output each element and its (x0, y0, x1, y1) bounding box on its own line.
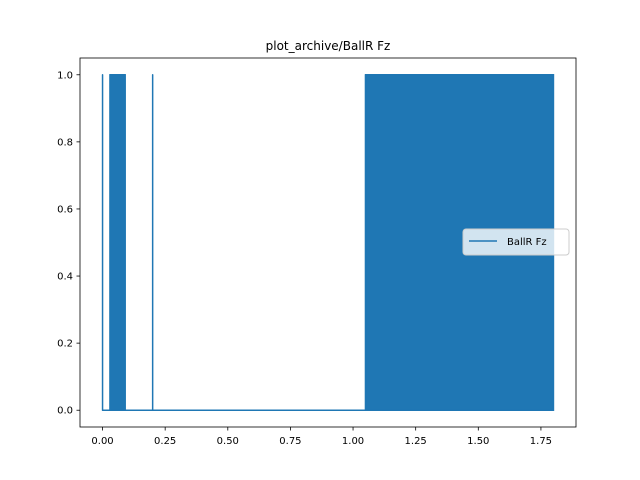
legend: BallR Fz (462, 228, 570, 256)
x-tick-label: 0.25 (154, 436, 176, 447)
axes: 0.00 0.25 0.50 0.75 1.00 1.25 1.50 1.75 0.0 0.2 0.… (57, 57, 577, 447)
legend-box (462, 228, 570, 256)
legend-label: BallR Fz (507, 237, 547, 248)
x-tick-label: 0.75 (279, 436, 301, 447)
y-tick-label: 0.0 (57, 406, 73, 417)
x-tick-label: 1.25 (405, 436, 427, 447)
y-tick-label: 0.6 (57, 204, 73, 215)
y-tick-label: 0.2 (57, 339, 73, 350)
chart-title: plot_archive/BallR Fz (266, 39, 391, 53)
oscillation-block-0 (109, 74, 126, 411)
x-tick-label: 1.75 (530, 436, 552, 447)
axes-frame (79, 57, 577, 428)
y-tick-label: 0.8 (57, 137, 73, 148)
y-tick-label: 0.4 (57, 272, 73, 283)
y-tick-label: 1.0 (57, 70, 73, 81)
x-tick-label: 1.50 (467, 436, 489, 447)
plot-area (101, 74, 555, 411)
x-tick-label: 0.50 (217, 436, 239, 447)
x-tick-label: 1.00 (342, 436, 364, 447)
x-tick-label: 0.00 (91, 436, 113, 447)
